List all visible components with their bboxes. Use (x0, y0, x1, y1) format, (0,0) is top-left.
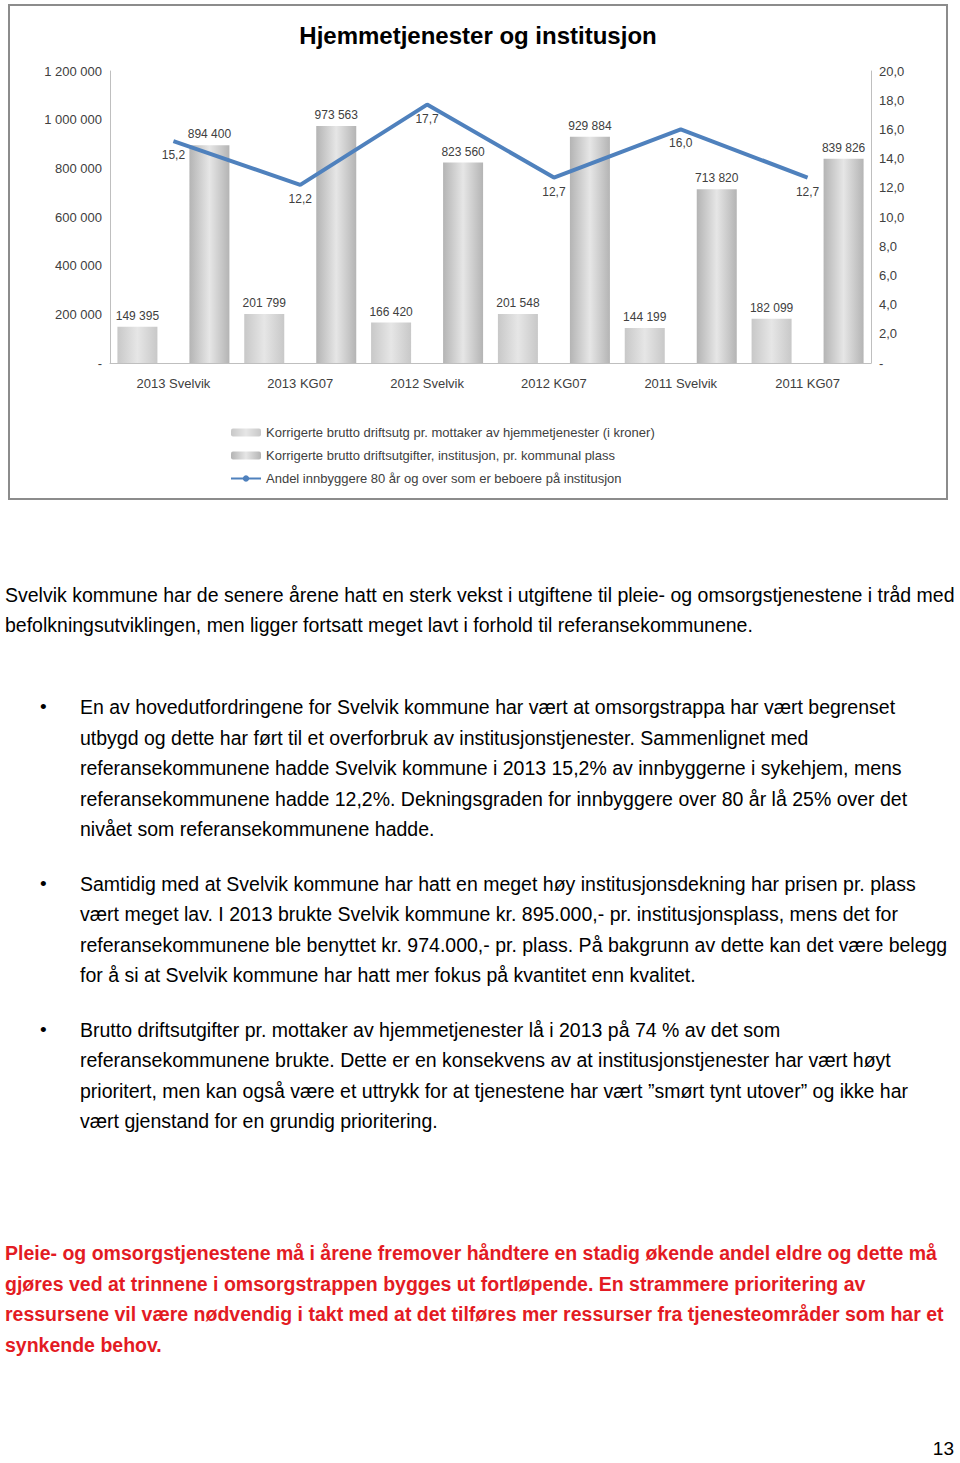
svg-text:20,0: 20,0 (879, 64, 904, 79)
svg-text:17,7: 17,7 (415, 112, 439, 126)
svg-text:8,0: 8,0 (879, 239, 897, 254)
svg-text:12,7: 12,7 (796, 185, 820, 199)
svg-text:4,0: 4,0 (879, 297, 897, 312)
svg-text:144 199: 144 199 (623, 310, 667, 324)
svg-text:14,0: 14,0 (879, 151, 904, 166)
svg-text:12,0: 12,0 (879, 180, 904, 195)
svg-text:2011 KG07: 2011 KG07 (775, 376, 840, 391)
svg-text:1 000 000: 1 000 000 (44, 112, 102, 127)
svg-text:2012 KG07: 2012 KG07 (521, 376, 587, 391)
html-text:13: 13 (932, 1438, 954, 1459)
svg-text:12,2: 12,2 (289, 192, 313, 206)
svg-text:2,0: 2,0 (879, 326, 897, 341)
svg-text:600 000: 600 000 (55, 210, 102, 225)
svg-text:166 420: 166 420 (369, 305, 413, 319)
html-text:Pleie- og omsorgstjenestene må: Pleie- og omsorgstjenestene må i årene f… (5, 1242, 944, 1356)
svg-text:2013 KG07: 2013 KG07 (267, 376, 333, 391)
svg-text:201 799: 201 799 (243, 296, 287, 310)
svg-text:Andel innbyggere 80 år og over: Andel innbyggere 80 år og over som er be… (266, 471, 622, 486)
svg-text:10,0: 10,0 (879, 210, 904, 225)
svg-text:400 000: 400 000 (55, 258, 102, 273)
svg-text:2013 Svelvik: 2013 Svelvik (137, 376, 211, 391)
svg-text:Korrigerte brutto driftsutgift: Korrigerte brutto driftsutgifter, instit… (266, 448, 615, 463)
svg-text:15,2: 15,2 (162, 148, 186, 162)
svg-text:894 400: 894 400 (188, 127, 232, 141)
html-text:Svelvik kommune har de senere: Svelvik kommune har de senere årene hatt… (5, 584, 955, 636)
svg-text:6,0: 6,0 (879, 268, 897, 283)
svg-text:823 560: 823 560 (441, 145, 485, 159)
svg-text:12,7: 12,7 (542, 185, 566, 199)
svg-text:839 826: 839 826 (822, 141, 866, 155)
svg-text:16,0: 16,0 (669, 136, 693, 150)
svg-text:Hjemmetjenester og institusjon: Hjemmetjenester og institusjon (299, 22, 656, 49)
svg-text:800 000: 800 000 (55, 161, 102, 176)
svg-text:2011 Svelvik: 2011 Svelvik (644, 376, 717, 391)
svg-text:973 563: 973 563 (315, 108, 359, 122)
svg-text:200 000: 200 000 (55, 307, 102, 322)
svg-text:149 395: 149 395 (116, 309, 160, 323)
svg-text:Korrigerte brutto driftsutg pr: Korrigerte brutto driftsutg pr. mottaker… (266, 425, 655, 440)
svg-text:929 884: 929 884 (568, 119, 612, 133)
svg-text:182 099: 182 099 (750, 301, 794, 315)
svg-text:2012 Svelvik: 2012 Svelvik (390, 376, 464, 391)
html-text:Brutto driftsutgifter pr. mott: Brutto driftsutgifter pr. mottaker av hj… (80, 1018, 908, 1132)
svg-text:16,0: 16,0 (879, 122, 904, 137)
html-text:Samtidig med at Svelvik kommun: Samtidig med at Svelvik kommune har hatt… (80, 872, 948, 986)
svg-text:-: - (98, 356, 102, 371)
svg-text:201 548: 201 548 (496, 296, 540, 310)
svg-text:713 820: 713 820 (695, 171, 739, 185)
svg-text:18,0: 18,0 (879, 93, 904, 108)
html-text:En av hovedutfordringene for S: En av hovedutfordringene for Svelvik kom… (80, 696, 908, 840)
svg-text:1 200 000: 1 200 000 (44, 64, 102, 79)
svg-text:-: - (879, 356, 883, 371)
